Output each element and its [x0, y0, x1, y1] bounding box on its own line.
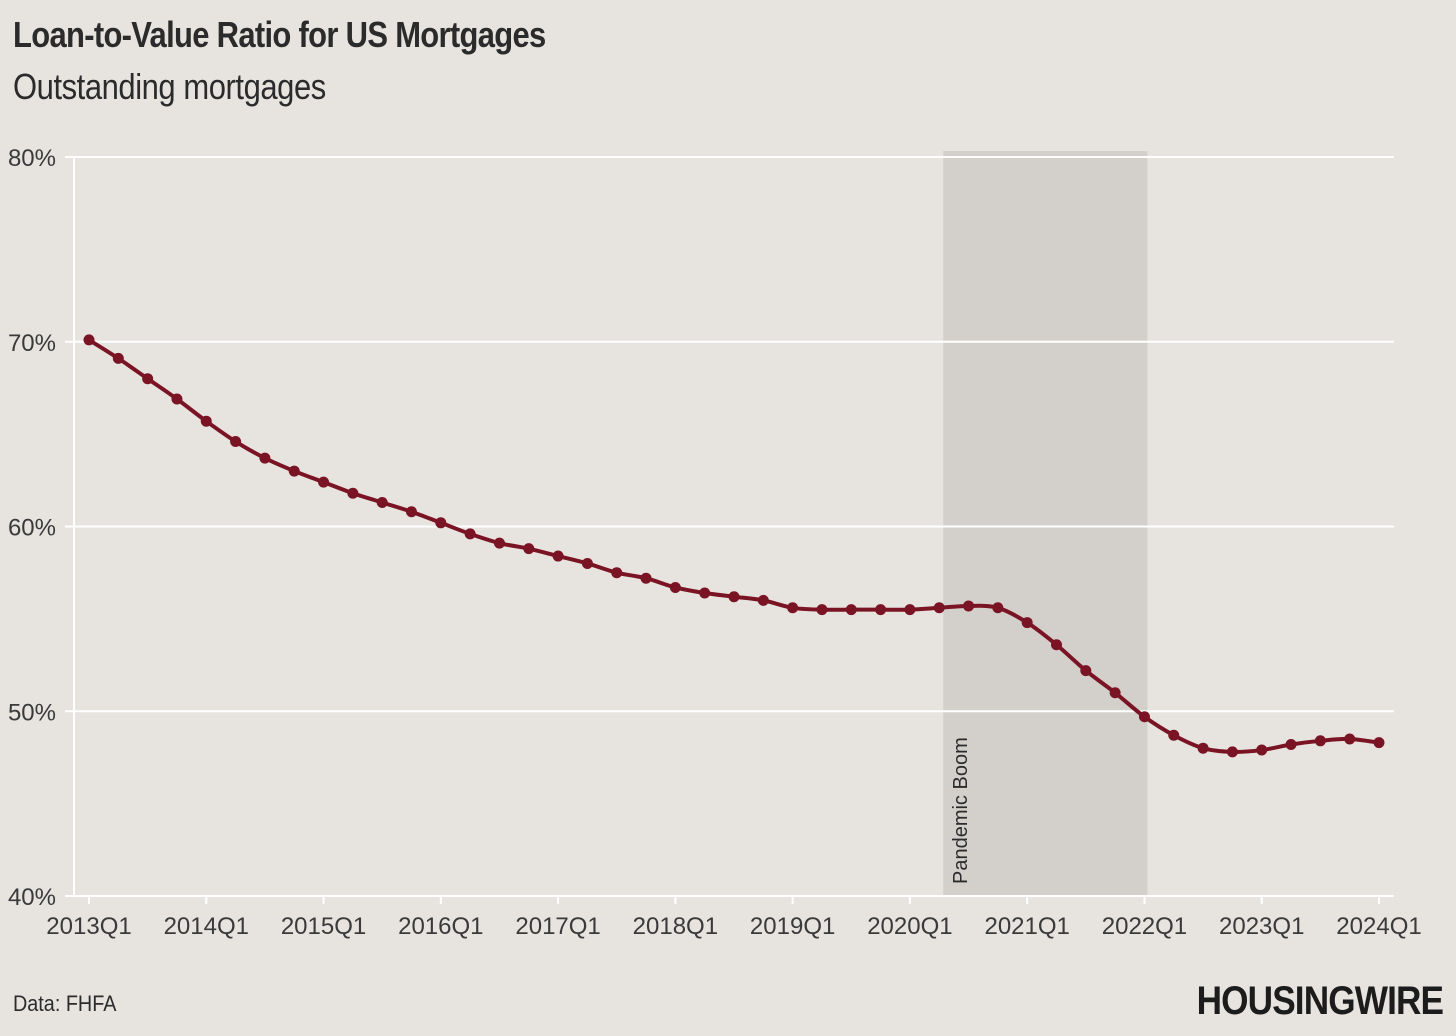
data-point-2019Q1: [787, 602, 799, 614]
y-tick-label: 40%: [8, 884, 56, 911]
y-tick-label: 70%: [8, 330, 56, 357]
data-point-2015Q2: [347, 487, 359, 499]
data-point-2022Q2: [1168, 729, 1180, 741]
data-point-2017Q4: [640, 572, 652, 584]
data-point-2016Q3: [493, 537, 505, 549]
x-tick-label: 2018Q1: [633, 913, 718, 940]
data-point-2017Q2: [581, 557, 593, 569]
x-tick-label: 2016Q1: [398, 913, 483, 940]
x-tick-label: 2024Q1: [1336, 913, 1421, 940]
data-point-2013Q2: [112, 352, 124, 364]
data-point-2019Q2: [816, 604, 828, 616]
label-layer: Pandemic Boom 40% 50% 60% 70% 80% 2013Q1 2014Q1…: [8, 145, 1422, 940]
x-tick-label: 2017Q1: [515, 913, 600, 940]
data-source-note: Data: FHFA: [13, 991, 117, 1016]
data-point-2014Q4: [288, 465, 300, 477]
data-point-2022Q4: [1226, 746, 1238, 758]
series-layer: [83, 334, 1385, 758]
x-tick-label: 2015Q1: [281, 913, 366, 940]
data-point-2022Q3: [1197, 742, 1209, 754]
y-tick-label: 50%: [8, 699, 56, 726]
data-point-2021Q4: [1109, 687, 1121, 699]
data-point-2014Q2: [230, 436, 242, 448]
x-tick-label: 2020Q1: [867, 913, 952, 940]
data-point-2015Q1: [318, 476, 330, 488]
x-tick-label: 2023Q1: [1219, 913, 1304, 940]
data-point-2021Q3: [1080, 665, 1092, 677]
data-point-2023Q2: [1285, 739, 1297, 751]
data-point-2014Q3: [259, 452, 271, 464]
data-point-2013Q1: [83, 334, 95, 346]
data-point-2023Q1: [1256, 744, 1268, 756]
data-point-2023Q4: [1344, 733, 1356, 745]
data-point-2022Q1: [1138, 711, 1150, 723]
data-point-2017Q3: [611, 567, 623, 579]
y-tick-label: 60%: [8, 515, 56, 542]
shaded-region-0: [943, 151, 1148, 896]
data-point-2020Q2: [933, 602, 945, 614]
data-point-2018Q2: [699, 587, 711, 599]
series-line-0: [87, 337, 1381, 754]
y-tick-label: 80%: [8, 145, 56, 172]
data-point-2020Q3: [963, 600, 975, 612]
data-point-2016Q1: [435, 517, 447, 529]
data-point-2014Q1: [200, 415, 212, 427]
x-tick-label: 2014Q1: [164, 913, 249, 940]
data-point-2024Q1: [1373, 737, 1385, 749]
x-tick-label: 2021Q1: [984, 913, 1069, 940]
data-point-2020Q4: [992, 602, 1004, 614]
axis-layer: [65, 156, 1380, 904]
data-point-2018Q3: [728, 591, 740, 603]
data-point-2018Q4: [757, 594, 769, 606]
data-point-2013Q3: [142, 373, 154, 385]
data-point-2021Q1: [1021, 617, 1033, 629]
data-point-2015Q3: [376, 496, 388, 508]
data-point-2015Q4: [406, 506, 417, 518]
chart-title: Loan-to-Value Ratio for US Mortgages: [13, 14, 546, 55]
x-tick-label: 2019Q1: [750, 913, 835, 940]
shaded-region-layer: [943, 151, 1148, 896]
x-tick-label: 2013Q1: [46, 913, 131, 940]
x-tick-label: 2022Q1: [1102, 913, 1187, 940]
data-point-2016Q2: [464, 528, 476, 540]
brand-logo: HOUSINGWIRE: [1196, 979, 1443, 1023]
grid-layer: [73, 156, 1394, 897]
data-point-2013Q4: [171, 393, 183, 405]
data-point-2018Q1: [669, 581, 681, 593]
data-point-2023Q3: [1314, 735, 1326, 747]
data-point-2019Q4: [875, 604, 887, 616]
data-point-2021Q2: [1051, 639, 1062, 651]
data-point-2019Q3: [845, 604, 857, 616]
chart-subtitle: Outstanding mortgages: [13, 66, 326, 107]
data-point-2016Q4: [523, 543, 535, 555]
data-point-2017Q1: [552, 550, 564, 562]
shaded-region-label: Pandemic Boom: [950, 737, 972, 884]
data-point-2020Q1: [904, 604, 916, 616]
